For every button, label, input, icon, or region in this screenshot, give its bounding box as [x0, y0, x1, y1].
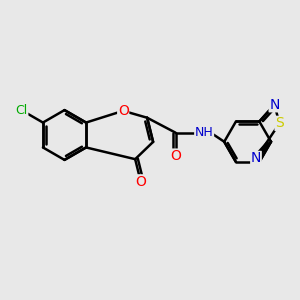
Text: NH: NH	[195, 126, 214, 139]
Text: N: N	[269, 98, 280, 112]
Text: O: O	[170, 149, 181, 163]
Text: O: O	[135, 175, 146, 189]
Text: S: S	[275, 116, 284, 130]
Text: O: O	[118, 104, 129, 118]
Text: N: N	[251, 152, 261, 166]
Text: Cl: Cl	[16, 104, 28, 117]
